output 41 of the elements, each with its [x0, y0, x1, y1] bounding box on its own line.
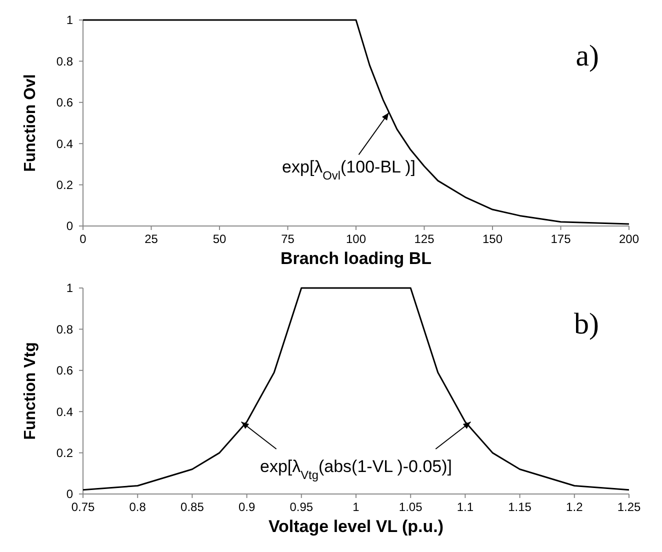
x-tick-label: 50	[212, 232, 226, 246]
y-tick-label: 1	[66, 281, 74, 296]
x-tick-label: 150	[482, 232, 503, 246]
x-tick-label: 0.95	[290, 500, 314, 514]
x-tick-label: 100	[346, 232, 366, 246]
x-axis-title: Voltage level VL (p.u.)	[268, 517, 444, 536]
y-tick-label: 0.6	[56, 364, 74, 378]
x-axis-title: Branch loading BL	[280, 249, 432, 268]
x-tick-label: 1.05	[398, 500, 423, 514]
x-tick-label: 0.85	[180, 500, 204, 514]
y-tick-label: 0.2	[56, 178, 74, 192]
annotation: exp[λ$_{Vtg}$(abs(1-VL )-0.05)]	[260, 457, 452, 482]
x-tick-label: 0.75	[71, 500, 95, 514]
x-tick-label: 175	[550, 232, 572, 246]
x-tick-label: 125	[414, 232, 435, 246]
x-tick-label: 0	[80, 232, 87, 246]
y-tick-label: 0.8	[56, 54, 74, 68]
x-tick-label: 1.2	[566, 500, 584, 514]
y-tick-label: 0	[66, 487, 74, 502]
x-tick-label: 25	[144, 232, 158, 246]
y-axis-title: Function Ovl	[22, 74, 39, 172]
x-tick-label: 1.1	[456, 500, 474, 514]
y-tick-label: 0	[66, 219, 74, 234]
y-tick-label: 0.6	[56, 96, 74, 110]
y-tick-label: 1	[66, 13, 74, 28]
x-tick-label: 0.8	[129, 500, 146, 514]
x-tick-label: 1	[352, 500, 360, 514]
y-tick-label: 0.4	[56, 136, 74, 151]
x-tick-label: 200	[618, 232, 640, 246]
x-tick-label: 1.15	[508, 500, 532, 514]
annotation: b)	[574, 307, 599, 340]
x-tick-label: 1.25	[617, 500, 641, 514]
line-series	[82, 287, 630, 491]
y-tick-label: 0.8	[56, 322, 74, 336]
y-tick-label: 0.4	[56, 404, 74, 419]
annotation: a)	[576, 39, 599, 72]
x-tick-label: 75	[281, 232, 295, 246]
y-tick-label: 0.2	[56, 446, 74, 460]
annotation: exp[λ$_{Ovl}$(100-BL )]	[282, 158, 416, 183]
y-axis-title: Function Vtg	[22, 342, 39, 440]
x-tick-label: 0.9	[238, 500, 256, 514]
